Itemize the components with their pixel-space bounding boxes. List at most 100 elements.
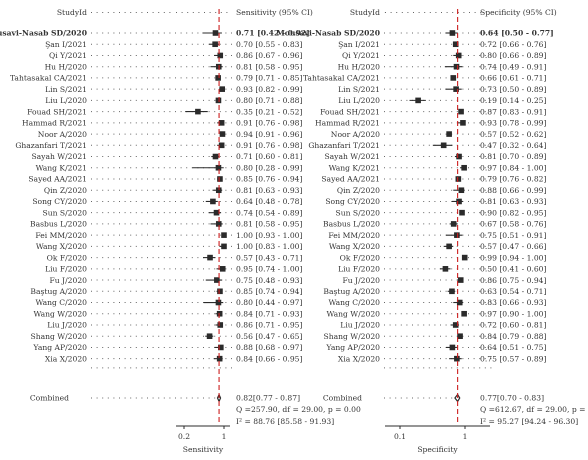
study-name: Lin S/2021 bbox=[338, 85, 380, 94]
study-name: Yang AP/2020 bbox=[325, 343, 380, 352]
estimate-label: 0.79 [0.76 - 0.82] bbox=[480, 175, 546, 184]
study-column-header: StudyId bbox=[350, 8, 380, 17]
x-tick-label: 0.2 bbox=[178, 432, 190, 441]
study-name: Liu F/2020 bbox=[45, 265, 87, 274]
point-estimate-marker bbox=[456, 153, 462, 160]
point-estimate-marker bbox=[458, 187, 465, 194]
point-estimate-marker bbox=[458, 108, 464, 115]
point-estimate-marker bbox=[217, 176, 223, 182]
estimate-label: 0.74 [0.49 - 0.91] bbox=[480, 62, 546, 71]
study-name: Wang W/2020 bbox=[33, 309, 87, 318]
study-name: Fu J/2020 bbox=[342, 276, 380, 285]
point-estimate-marker bbox=[217, 322, 224, 328]
point-estimate-marker bbox=[450, 75, 457, 81]
study-name: Fouad SH/2021 bbox=[27, 107, 87, 116]
estimate-label: 0.71 [0.60 - 0.81] bbox=[236, 152, 302, 161]
estimate-label: 0.71 [0.42 - 0.92] bbox=[236, 29, 310, 38]
estimate-label: 0.79 [0.71 - 0.85] bbox=[236, 74, 302, 83]
study-name: Qin Z/2020 bbox=[337, 186, 380, 195]
study-name: Fei MM/2020 bbox=[35, 231, 87, 240]
estimate-label: 0.83 [0.66 - 0.93] bbox=[480, 298, 546, 307]
study-name: Wang W/2020 bbox=[326, 309, 380, 318]
estimate-label: 0.81 [0.63 - 0.93] bbox=[236, 186, 302, 195]
study-name: Xia X/2020 bbox=[338, 354, 380, 363]
estimate-label: 0.90 [0.82 - 0.95] bbox=[480, 208, 546, 217]
study-name: Fouad SH/2021 bbox=[320, 107, 380, 116]
combined-estimate-label: 0.82[0.77 - 0.87] bbox=[236, 394, 300, 403]
point-estimate-marker bbox=[450, 221, 457, 227]
point-estimate-marker bbox=[455, 176, 462, 182]
study-name: Sun S/2020 bbox=[336, 208, 381, 217]
point-estimate-marker bbox=[215, 97, 222, 104]
point-estimate-marker bbox=[461, 164, 467, 171]
point-estimate-marker bbox=[452, 41, 459, 48]
point-estimate-marker bbox=[456, 198, 462, 205]
x-tick-label: 1 bbox=[222, 432, 227, 441]
study-name: Qi Y/2021 bbox=[342, 51, 380, 60]
point-estimate-marker bbox=[212, 41, 218, 48]
point-estimate-marker bbox=[454, 355, 460, 362]
estimate-label: 0.81 [0.58 - 0.95] bbox=[236, 220, 302, 229]
point-estimate-marker bbox=[453, 86, 459, 92]
estimate-label: 0.57 [0.52 - 0.62] bbox=[480, 130, 546, 139]
point-estimate-marker bbox=[214, 277, 220, 283]
point-estimate-marker bbox=[453, 63, 460, 70]
study-name: Wang K/2021 bbox=[329, 163, 380, 172]
point-estimate-marker bbox=[207, 254, 213, 261]
estimate-label: 0.86 [0.67 - 0.96] bbox=[236, 51, 302, 60]
point-estimate-marker bbox=[195, 108, 201, 115]
x-axis-title: Specificity bbox=[417, 445, 458, 454]
study-name: Ok F/2020 bbox=[340, 253, 381, 262]
study-name: Song CY/2020 bbox=[32, 197, 87, 206]
point-estimate-marker bbox=[449, 288, 455, 295]
estimate-label: 0.86 [0.75 - 0.94] bbox=[480, 276, 546, 285]
point-estimate-marker bbox=[446, 131, 452, 137]
point-estimate-marker bbox=[449, 344, 456, 351]
study-name: Hu H/2020 bbox=[338, 62, 381, 71]
estimate-label: 0.19 [0.14 - 0.25] bbox=[480, 96, 546, 105]
study-name: Hammad R/2021 bbox=[22, 119, 87, 128]
study-name: Baştug A/2020 bbox=[323, 287, 380, 296]
study-name: Shang W/2020 bbox=[31, 332, 88, 341]
point-estimate-marker bbox=[215, 75, 221, 81]
study-name: Ok F/2020 bbox=[47, 253, 88, 262]
study-name: Wang X/2020 bbox=[329, 242, 380, 251]
study-name: Mousavi-Nasab SD/2020 bbox=[0, 29, 87, 38]
point-estimate-marker bbox=[442, 266, 449, 272]
heterogeneity-q-stat: Q =257.90, df = 29.00, p = 0.00 bbox=[236, 405, 361, 414]
study-name: Sayed AA/2021 bbox=[321, 175, 380, 184]
estimate-label: 0.80 [0.66 - 0.89] bbox=[480, 51, 546, 60]
point-estimate-marker bbox=[455, 52, 462, 59]
estimate-label: 0.75 [0.57 - 0.89] bbox=[480, 354, 546, 363]
study-name: Liu L/2020 bbox=[338, 96, 380, 105]
study-name: Sayah W/2021 bbox=[324, 152, 380, 161]
point-estimate-marker bbox=[221, 232, 227, 238]
estimate-label: 0.97 [0.90 - 1.00] bbox=[480, 309, 546, 318]
point-estimate-marker bbox=[440, 142, 447, 149]
estimate-column-header: Specificity (95% CI) bbox=[480, 8, 557, 17]
point-estimate-marker bbox=[210, 198, 216, 205]
point-estimate-marker bbox=[216, 310, 223, 317]
study-name: Sun S/2020 bbox=[43, 208, 88, 217]
point-estimate-marker bbox=[218, 142, 225, 149]
point-estimate-marker bbox=[457, 277, 464, 283]
study-name: Noor A/2020 bbox=[38, 130, 87, 139]
x-tick-label: 0.1 bbox=[394, 432, 406, 441]
estimate-label: 0.50 [0.41 - 0.60] bbox=[480, 265, 546, 274]
estimate-label: 0.35 [0.21 - 0.52] bbox=[236, 107, 302, 116]
estimate-label: 0.85 [0.74 - 0.94] bbox=[236, 287, 302, 296]
point-estimate-marker bbox=[218, 344, 224, 351]
estimate-label: 0.72 [0.66 - 0.76] bbox=[480, 40, 546, 49]
point-estimate-marker bbox=[461, 254, 468, 261]
estimate-column-header: Sensitivity (95% CI) bbox=[236, 8, 313, 17]
estimate-label: 0.75 [0.51 - 0.91] bbox=[480, 231, 546, 240]
study-name: Xia X/2020 bbox=[45, 354, 87, 363]
study-name: Tahtasakal CA/2021 bbox=[303, 74, 380, 83]
point-estimate-marker bbox=[460, 120, 466, 126]
study-name: Yang AP/2020 bbox=[32, 343, 87, 352]
study-name: Fu J/2020 bbox=[49, 276, 87, 285]
estimate-label: 0.81 [0.63 - 0.93] bbox=[480, 197, 546, 206]
x-tick-label: 1 bbox=[463, 432, 468, 441]
point-estimate-marker bbox=[452, 322, 459, 328]
